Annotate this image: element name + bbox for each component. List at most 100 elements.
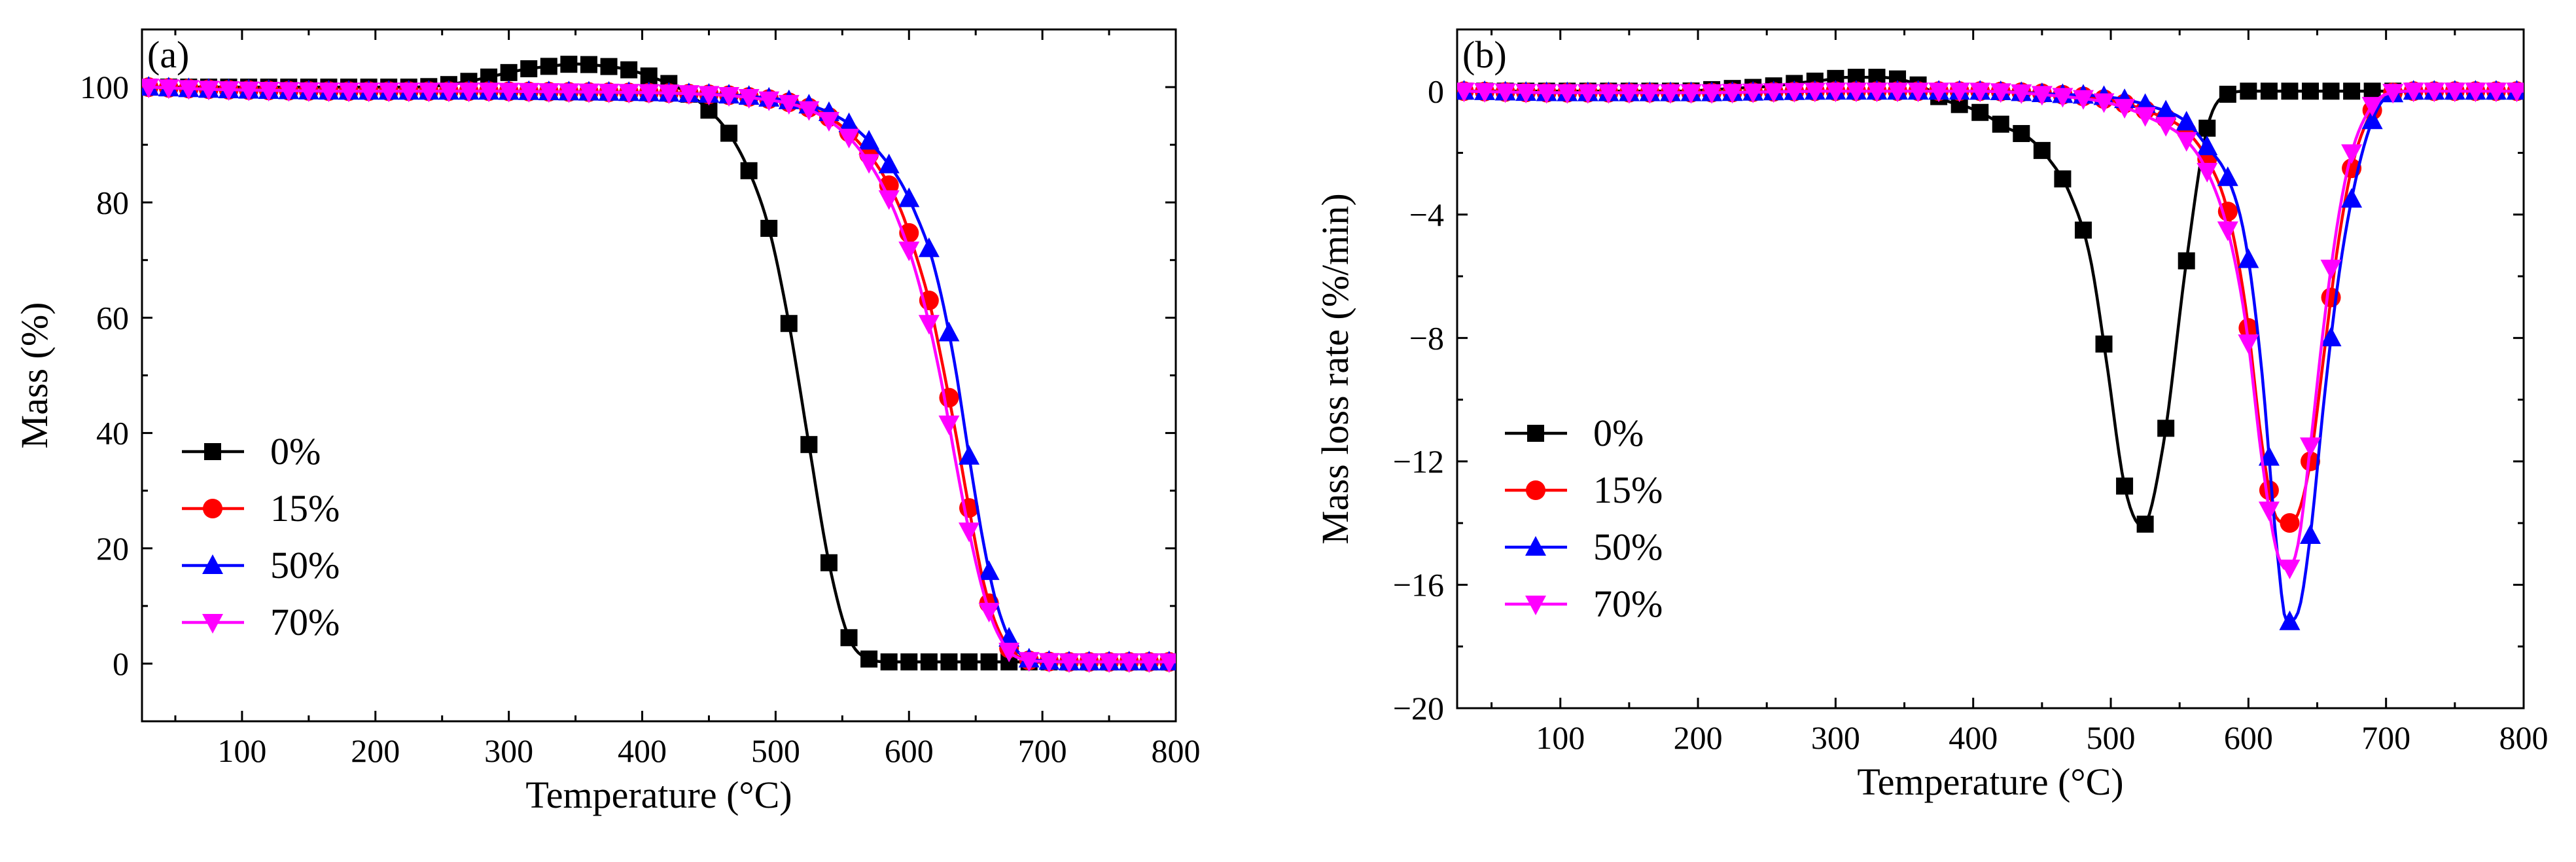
series-marker bbox=[738, 88, 760, 109]
series-marker bbox=[2322, 82, 2340, 100]
series-marker bbox=[818, 112, 839, 132]
x-axis-title: Temperature (°C) bbox=[525, 774, 792, 816]
x-tick-label: 300 bbox=[484, 732, 533, 769]
series-marker bbox=[2260, 82, 2278, 100]
series-70pct bbox=[142, 79, 1176, 673]
x-axis-title: Temperature (°C) bbox=[1857, 761, 2123, 803]
series-marker bbox=[378, 82, 400, 103]
series-marker bbox=[880, 653, 898, 671]
series-marker bbox=[2403, 82, 2424, 103]
series-marker bbox=[458, 82, 480, 103]
x-tick-label: 600 bbox=[885, 732, 934, 769]
series-marker bbox=[938, 321, 960, 342]
series-marker bbox=[2444, 82, 2465, 103]
series-70pct bbox=[1457, 82, 2524, 580]
series-marker bbox=[918, 237, 940, 257]
series-marker bbox=[720, 124, 738, 142]
legend: 0% 15% 50% 70% bbox=[1505, 412, 1663, 625]
series-marker bbox=[778, 95, 800, 115]
series-marker bbox=[278, 82, 300, 102]
y-axis-title: Mass loss rate (%/min) bbox=[1314, 193, 1356, 544]
x-tick-label: 500 bbox=[2087, 719, 2136, 756]
legend-label: 15% bbox=[1593, 469, 1663, 511]
series-marker bbox=[2072, 90, 2094, 110]
series-marker bbox=[1038, 653, 1060, 673]
series-marker bbox=[998, 643, 1020, 663]
series-marker bbox=[520, 60, 538, 78]
series-marker bbox=[1660, 84, 1681, 104]
series-marker bbox=[1701, 84, 1723, 104]
series-marker bbox=[438, 82, 459, 103]
series-marker bbox=[658, 84, 680, 105]
plot-frame bbox=[1456, 28, 2525, 709]
series-marker bbox=[2093, 93, 2115, 113]
panel-b-mass-loss-rate-chart: 100 200 300 400 500 600 700 800 −20 −16 −12 −8 −4 0 Te… bbox=[1314, 28, 2549, 803]
series-marker bbox=[2279, 560, 2301, 580]
series-marker bbox=[978, 560, 1000, 581]
panel-a-mass-chart: 100 200 300 400 500 600 700 800 0 20 40 60 80 100 Temp… bbox=[13, 28, 1201, 816]
series-marker bbox=[920, 653, 938, 671]
legend-marker bbox=[203, 499, 222, 518]
series-marker bbox=[2320, 327, 2342, 347]
series-marker bbox=[2155, 99, 2177, 120]
series-marker bbox=[1474, 82, 1496, 103]
series-marker bbox=[2240, 82, 2257, 100]
series-marker bbox=[2363, 82, 2381, 100]
series-marker bbox=[1907, 82, 1929, 103]
x-tick-label: 400 bbox=[618, 732, 667, 769]
series-marker bbox=[358, 82, 379, 103]
series-marker bbox=[578, 83, 599, 103]
series-marker bbox=[1118, 653, 1140, 673]
series-marker bbox=[2116, 477, 2134, 495]
series-marker bbox=[478, 82, 500, 103]
series-marker bbox=[961, 653, 978, 671]
series-marker bbox=[2134, 107, 2156, 127]
series-marker bbox=[2302, 82, 2319, 100]
series-marker bbox=[718, 87, 740, 107]
series-marker bbox=[518, 82, 540, 103]
series-marker bbox=[2258, 446, 2280, 466]
x-tick-label: 200 bbox=[1674, 719, 1723, 756]
series-marker bbox=[2013, 125, 2030, 143]
legend-marker bbox=[1525, 596, 1546, 615]
series-marker bbox=[1598, 84, 1619, 104]
series-marker bbox=[2155, 117, 2177, 137]
series-marker bbox=[498, 82, 520, 103]
series-marker bbox=[2341, 144, 2363, 164]
panel-label: (a) bbox=[147, 33, 189, 76]
series-marker bbox=[959, 444, 979, 465]
series-marker bbox=[1763, 83, 1784, 103]
series-marker bbox=[2219, 85, 2236, 103]
series-marker bbox=[1158, 653, 1176, 673]
series-marker bbox=[980, 653, 998, 671]
legend-label: 50% bbox=[1593, 526, 1663, 568]
series-marker bbox=[338, 82, 359, 103]
x-tick-label: 300 bbox=[1811, 719, 1860, 756]
series-marker bbox=[2197, 162, 2218, 183]
series-marker bbox=[2238, 334, 2259, 355]
series-marker bbox=[2280, 512, 2300, 533]
legend-marker bbox=[1526, 480, 1545, 500]
y-tick-label: 40 bbox=[96, 415, 129, 452]
series-marker bbox=[2178, 252, 2195, 270]
series-marker bbox=[2197, 135, 2218, 156]
legend-marker bbox=[204, 443, 221, 460]
series-marker bbox=[898, 187, 920, 207]
series-marker bbox=[2281, 82, 2299, 100]
series-marker bbox=[398, 82, 419, 103]
series-marker bbox=[1680, 84, 1702, 104]
x-tick-label: 200 bbox=[351, 732, 400, 769]
series-marker bbox=[1577, 84, 1598, 104]
legend-label: 0% bbox=[270, 430, 321, 473]
series-marker bbox=[1557, 84, 1578, 104]
series-marker bbox=[2485, 82, 2507, 103]
series-marker bbox=[2052, 88, 2073, 108]
series-marker bbox=[2238, 248, 2259, 268]
series-marker bbox=[1018, 652, 1040, 672]
series-marker bbox=[840, 629, 858, 647]
series-marker bbox=[1990, 83, 2011, 103]
series-marker bbox=[142, 79, 160, 99]
y-tick-label: −12 bbox=[1393, 443, 1444, 480]
series-marker bbox=[1971, 103, 1989, 121]
